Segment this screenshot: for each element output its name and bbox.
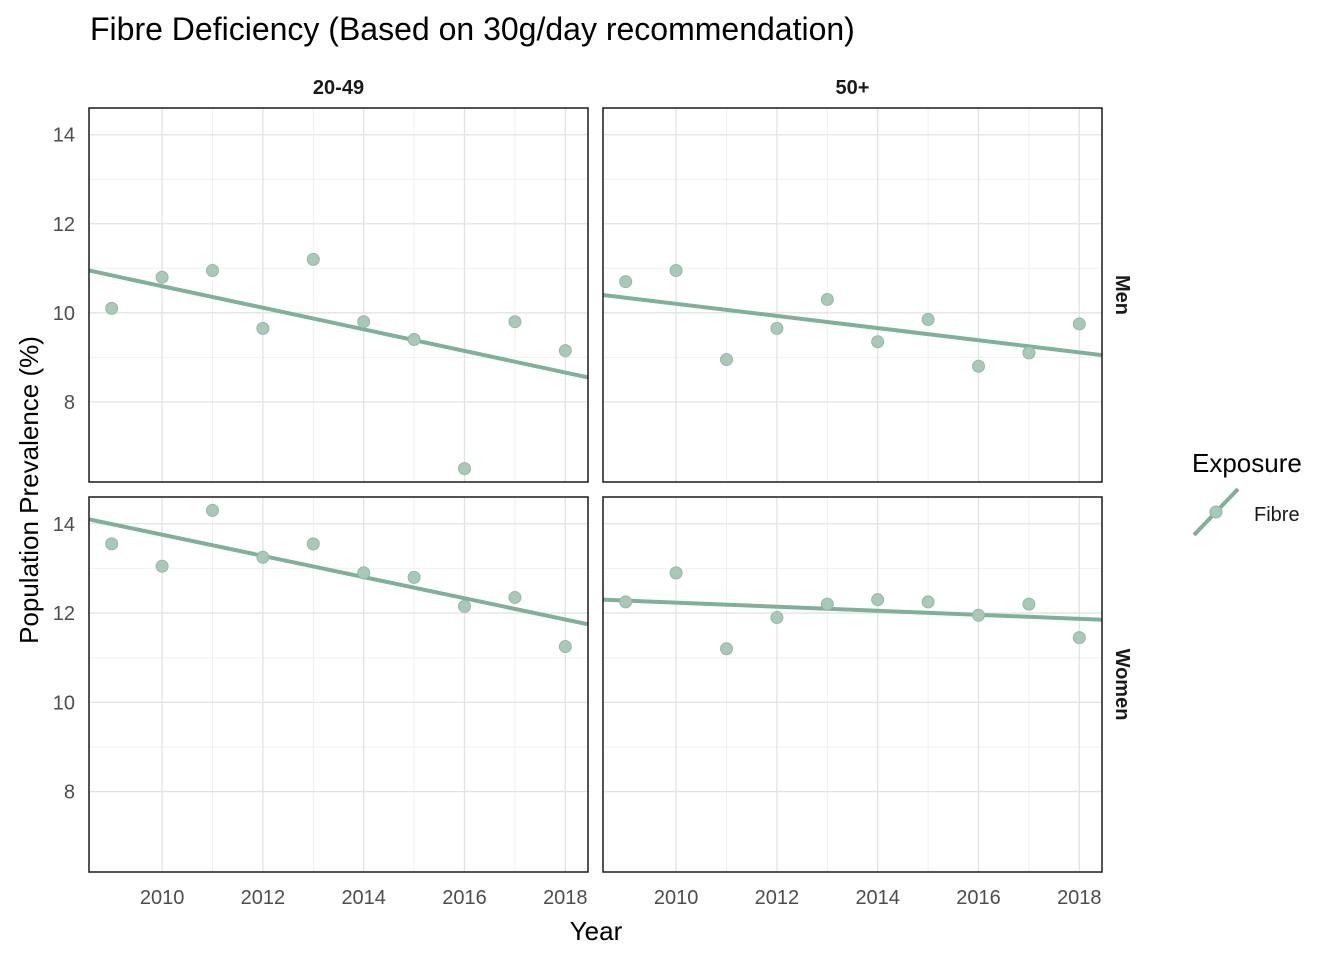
data-point bbox=[719, 353, 733, 367]
data-point bbox=[407, 570, 421, 584]
y-tick-label: 10 bbox=[53, 692, 75, 714]
y-tick-label: 8 bbox=[64, 392, 75, 414]
panel-20-49-men bbox=[88, 107, 589, 483]
facet-strip-20-49: 20-49 bbox=[313, 77, 364, 99]
data-point bbox=[871, 593, 885, 607]
facet-strip-men: Men bbox=[1111, 275, 1133, 315]
data-point bbox=[972, 608, 986, 622]
data-point bbox=[719, 642, 733, 656]
y-tick-label: 12 bbox=[53, 603, 75, 625]
panel-border bbox=[602, 496, 1103, 873]
data-point bbox=[508, 315, 522, 329]
data-point bbox=[1072, 631, 1086, 645]
x-tick-label: 2016 bbox=[442, 887, 487, 909]
facet-strip-women: Women bbox=[1111, 649, 1133, 721]
data-point bbox=[306, 252, 320, 266]
x-tick-label: 2012 bbox=[241, 887, 286, 909]
legend-key-fibre bbox=[1192, 487, 1240, 537]
trend-line bbox=[89, 517, 588, 627]
data-point bbox=[1022, 597, 1036, 611]
panel-background bbox=[603, 108, 1102, 482]
facet-strip-50: 50+ bbox=[836, 77, 870, 99]
panels-layer: 8 10 12 14 8 10 12 14 2010 2012 2014 2016 2018 2010 20… bbox=[53, 77, 1133, 909]
data-point bbox=[558, 640, 572, 654]
data-point bbox=[619, 275, 633, 289]
panel-20-49-women bbox=[88, 496, 589, 873]
x-tick-label: 2012 bbox=[755, 887, 800, 909]
data-point bbox=[972, 359, 986, 373]
panel-border bbox=[88, 496, 589, 873]
chart-title: Fibre Deficiency (Based on 30g/day recom… bbox=[90, 11, 855, 47]
panel-background bbox=[603, 497, 1102, 872]
legend-title: Exposure bbox=[1192, 448, 1302, 478]
data-point bbox=[306, 537, 320, 551]
data-point bbox=[407, 333, 421, 347]
x-tick-label: 2010 bbox=[140, 887, 185, 909]
data-point bbox=[205, 503, 219, 517]
y-axis-title: Population Prevalence (%) bbox=[14, 336, 44, 644]
data-point bbox=[105, 537, 119, 551]
data-point bbox=[1022, 346, 1036, 360]
panel-50-women bbox=[602, 496, 1103, 873]
x-axis-title: Year bbox=[570, 916, 623, 946]
data-point bbox=[770, 321, 784, 335]
x-tick-label: 2018 bbox=[543, 887, 588, 909]
legend-label-fibre: Fibre bbox=[1254, 504, 1300, 526]
x-tick-label: 2010 bbox=[654, 887, 699, 909]
y-tick-label: 14 bbox=[53, 125, 75, 147]
data-point bbox=[871, 335, 885, 349]
x-tick-label: 2016 bbox=[956, 887, 1001, 909]
panel-background bbox=[89, 108, 588, 482]
data-point bbox=[357, 315, 371, 329]
data-point bbox=[155, 559, 169, 573]
x-tick-label: 2018 bbox=[1057, 887, 1102, 909]
data-point bbox=[669, 566, 683, 580]
panel-50-men bbox=[602, 107, 1103, 483]
data-point bbox=[921, 312, 935, 326]
data-point bbox=[820, 292, 834, 306]
y-tick-label: 10 bbox=[53, 303, 75, 325]
data-point bbox=[205, 264, 219, 278]
data-point bbox=[357, 566, 371, 580]
data-point bbox=[921, 595, 935, 609]
data-point bbox=[669, 264, 683, 278]
data-point bbox=[155, 270, 169, 284]
y-tick-label: 8 bbox=[64, 782, 75, 804]
trend-line bbox=[89, 268, 588, 380]
data-point bbox=[1072, 317, 1086, 331]
data-point bbox=[458, 599, 472, 613]
y-tick-label: 14 bbox=[53, 514, 75, 536]
legend: Exposure Fibre bbox=[1192, 448, 1302, 537]
y-tick-label: 12 bbox=[53, 214, 75, 236]
data-point bbox=[558, 344, 572, 358]
panel-border bbox=[602, 107, 1103, 483]
x-tick-label: 2014 bbox=[855, 887, 900, 909]
legend-key-point bbox=[1209, 505, 1223, 519]
data-point bbox=[619, 595, 633, 609]
data-point bbox=[508, 590, 522, 604]
data-point bbox=[256, 550, 270, 564]
data-point bbox=[458, 462, 472, 476]
panel-border bbox=[88, 107, 589, 483]
panel-background bbox=[89, 497, 588, 872]
data-point bbox=[105, 301, 119, 315]
x-tick-label: 2014 bbox=[341, 887, 386, 909]
data-point bbox=[256, 321, 270, 335]
trend-line bbox=[603, 293, 1102, 358]
trend-line bbox=[603, 597, 1102, 622]
data-point bbox=[770, 611, 784, 625]
data-point bbox=[820, 597, 834, 611]
